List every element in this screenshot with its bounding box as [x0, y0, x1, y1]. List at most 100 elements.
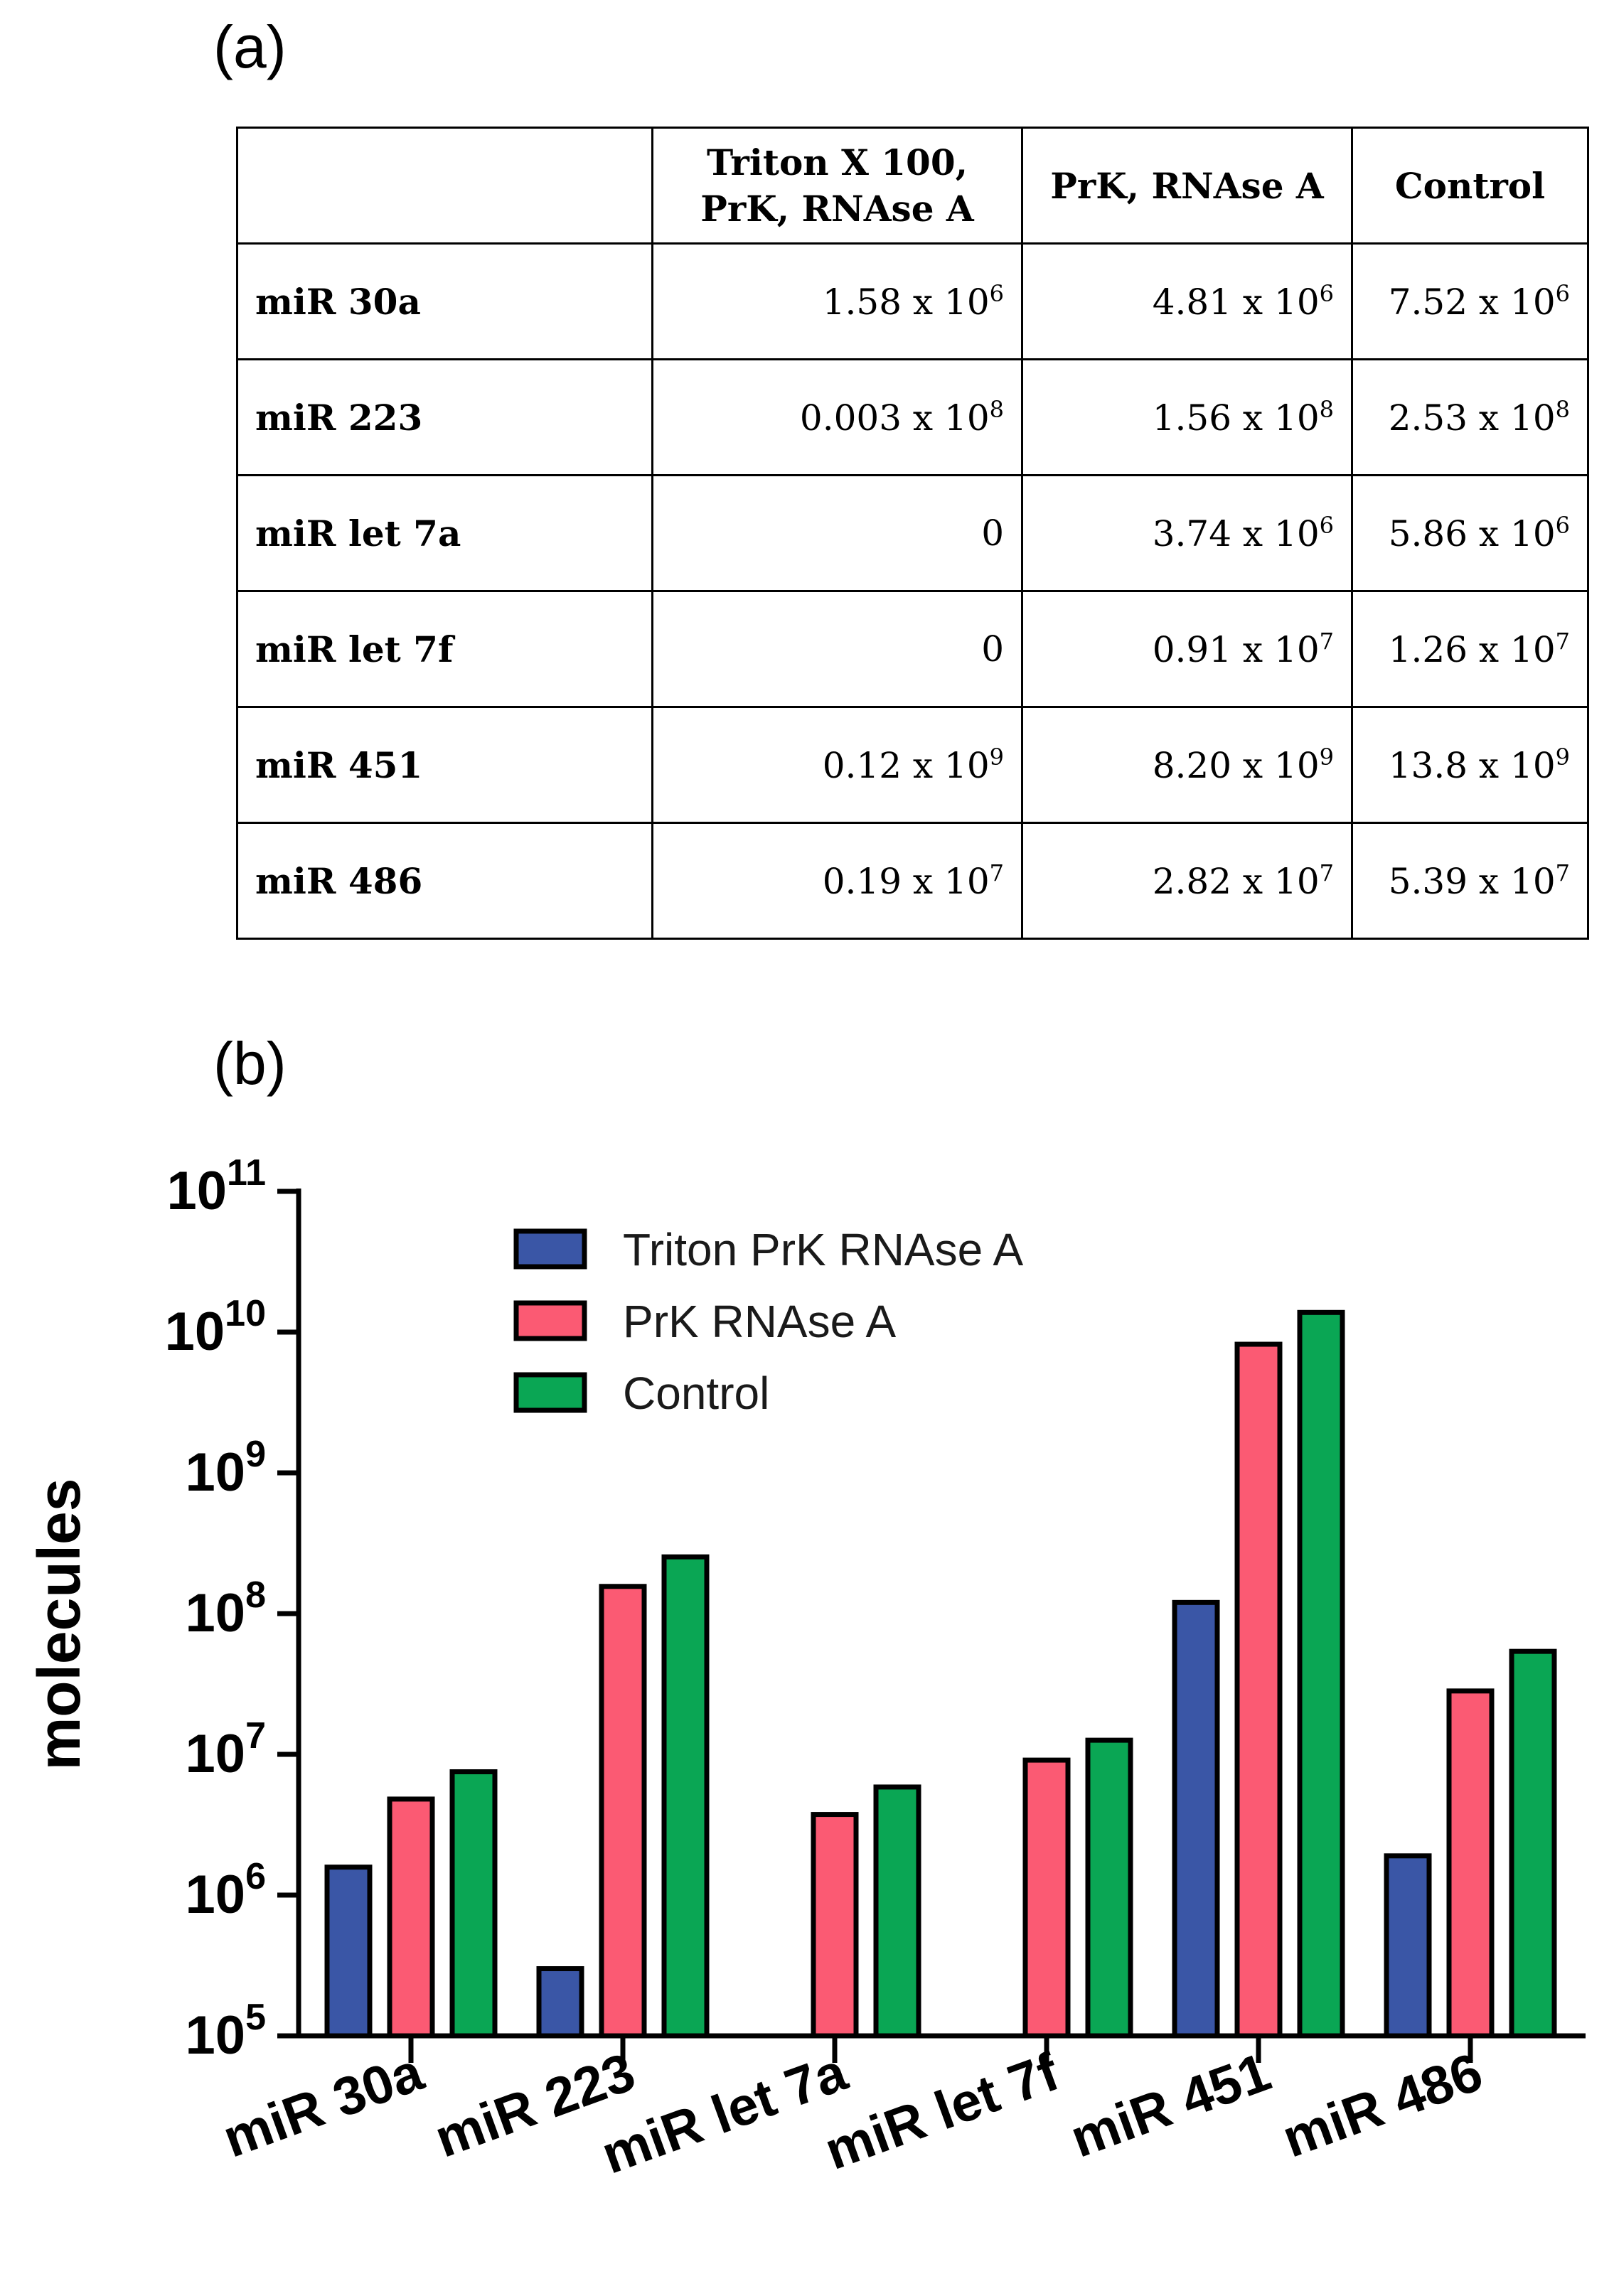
table-cell: 0.91 x 107 [1021, 590, 1353, 708]
y-tick-label: 109 [186, 1434, 266, 1503]
table-cell-exponent: 8 [1319, 396, 1334, 423]
legend-swatch [513, 1228, 587, 1270]
y-axis-title: molecules [26, 1479, 92, 1771]
table-cell-mantissa: 0.003 x 10 [799, 397, 990, 439]
table-cell: 5.39 x 107 [1351, 822, 1589, 940]
table-header-row: Triton X 100, PrK, RNAse A PrK, RNAse A … [236, 127, 1589, 245]
table-cell: 0 [651, 590, 1023, 708]
table-cell-exponent: 8 [989, 396, 1004, 423]
y-tick-label: 108 [186, 1575, 266, 1643]
table-row-label: miR let 7a [236, 474, 653, 592]
table-cell-exponent: 7 [1319, 859, 1334, 886]
x-tick-label: miR 486 [1275, 2042, 1490, 2169]
bar-control [1297, 1309, 1345, 2039]
table-cell-exponent: 6 [1555, 280, 1570, 307]
table-cell-mantissa: 0.12 x 10 [822, 745, 990, 786]
table-cell-mantissa: 8.20 x 10 [1152, 745, 1320, 786]
table-cell-exponent: 6 [1319, 280, 1334, 307]
table-cell-mantissa: 13.8 x 10 [1388, 745, 1556, 786]
results-table: Triton X 100, PrK, RNAse A PrK, RNAse A … [236, 127, 1589, 940]
table-cell-exponent: 9 [989, 744, 1004, 771]
table-row: miR let 7f 0 0.91 x 107 1.26 x 107 [236, 590, 1589, 708]
bar-chart: 105 106 107 108 109 1010 1011 molecules miR 30a m… [26, 1152, 1586, 2186]
table-cell: 0 [651, 474, 1023, 592]
table-header-empty [236, 127, 653, 245]
legend-label: PrK RNAse A [623, 1296, 896, 1347]
table-header-triton: Triton X 100, PrK, RNAse A [651, 127, 1023, 245]
y-tick-label: 106 [186, 1856, 266, 1925]
table-cell-exponent: 9 [1319, 744, 1334, 771]
bar-control [1085, 1737, 1133, 2039]
legend-swatch [513, 1300, 587, 1341]
bar-prk-rnase-a [811, 1812, 859, 2039]
panel-b-label: (b) [213, 1030, 287, 1097]
bar-prk-rnase-a [599, 1584, 647, 2039]
table-cell: 8.20 x 109 [1021, 706, 1353, 824]
table-cell-mantissa: 2.82 x 10 [1152, 861, 1320, 902]
legend-label: Triton PrK RNAse A [623, 1224, 1023, 1275]
y-tick-label: 1011 [166, 1152, 266, 1221]
y-tick-label: 1010 [165, 1293, 266, 1362]
table-cell-mantissa: 0.91 x 10 [1152, 629, 1320, 670]
bar-control [873, 1784, 921, 2039]
table-row-label: miR 30a [236, 242, 653, 360]
table-row-label: miR 223 [236, 358, 653, 476]
bar-control [661, 1554, 710, 2039]
table-cell: 1.26 x 107 [1351, 590, 1589, 708]
table-cell-exponent: 9 [1555, 744, 1570, 771]
bar-prk-rnase-a [387, 1796, 435, 2039]
table-cell: 13.8 x 109 [1351, 706, 1589, 824]
x-tick-label: miR 451 [1063, 2042, 1278, 2169]
bar-triton-prk-rnase-a [536, 1966, 584, 2039]
table-row: miR 486 0.19 x 107 2.82 x 107 5.39 x 107 [236, 822, 1589, 940]
panel-a-label: (a) [213, 14, 287, 80]
table-cell-mantissa: 1.58 x 10 [822, 281, 990, 323]
x-tick-label: miR 30a [215, 2042, 432, 2169]
bar-triton-prk-rnase-a [324, 1865, 373, 2039]
table-header-prk: PrK, RNAse A [1021, 127, 1353, 245]
bar-triton-prk-rnase-a [1384, 1853, 1432, 2039]
table-cell: 1.58 x 106 [651, 242, 1023, 360]
table-cell-exponent: 7 [989, 859, 1004, 886]
table-cell: 0.19 x 107 [651, 822, 1023, 940]
legend-swatch [513, 1372, 587, 1413]
table-cell-exponent: 8 [1555, 396, 1570, 423]
y-tick-label: 105 [186, 1997, 266, 2066]
table-row: miR 30a 1.58 x 106 4.81 x 106 7.52 x 106 [236, 242, 1589, 360]
bar-triton-prk-rnase-a [1172, 1599, 1220, 2039]
bar-prk-rnase-a [1022, 1757, 1071, 2039]
bar-control [1509, 1648, 1557, 2039]
table-cell: 0.12 x 109 [651, 706, 1023, 824]
bar-prk-rnase-a [1234, 1341, 1283, 2039]
table-cell: 2.53 x 108 [1351, 358, 1589, 476]
table-cell-mantissa: 5.86 x 10 [1388, 513, 1556, 554]
table-row-label: miR 486 [236, 822, 653, 940]
table-cell-mantissa: 0 [981, 513, 1004, 554]
table-cell-mantissa: 2.53 x 10 [1388, 397, 1556, 439]
table-cell-exponent: 6 [1319, 512, 1334, 539]
table-cell-mantissa: 7.52 x 10 [1388, 281, 1556, 323]
table-row-label: miR let 7f [236, 590, 653, 708]
table-cell-exponent: 7 [1555, 628, 1570, 655]
table-cell-exponent: 6 [989, 280, 1004, 307]
table-cell-mantissa: 0.19 x 10 [822, 861, 990, 902]
table-cell-mantissa: 1.56 x 10 [1152, 397, 1320, 439]
bar-control [449, 1769, 498, 2039]
table-cell-mantissa: 1.26 x 10 [1388, 629, 1556, 670]
table-cell: 5.86 x 106 [1351, 474, 1589, 592]
table-cell: 1.56 x 108 [1021, 358, 1353, 476]
x-tick-label: miR let 7a [594, 2042, 855, 2186]
table-row: miR 451 0.12 x 109 8.20 x 109 13.8 x 109 [236, 706, 1589, 824]
table-cell: 2.82 x 107 [1021, 822, 1353, 940]
y-tick-label: 107 [186, 1715, 266, 1784]
table-cell: 4.81 x 106 [1021, 242, 1353, 360]
table-cell: 7.52 x 106 [1351, 242, 1589, 360]
table-cell-exponent: 7 [1319, 628, 1334, 655]
table-cell-mantissa: 0 [981, 628, 1004, 670]
table-header-control: Control [1351, 127, 1589, 245]
x-tick-label: miR let 7f [817, 2042, 1067, 2182]
table-cell-mantissa: 5.39 x 10 [1388, 861, 1556, 902]
table-row: miR 223 0.003 x 108 1.56 x 108 2.53 x 108 [236, 358, 1589, 476]
table-cell-exponent: 6 [1555, 512, 1570, 539]
legend-label: Control [623, 1368, 769, 1419]
